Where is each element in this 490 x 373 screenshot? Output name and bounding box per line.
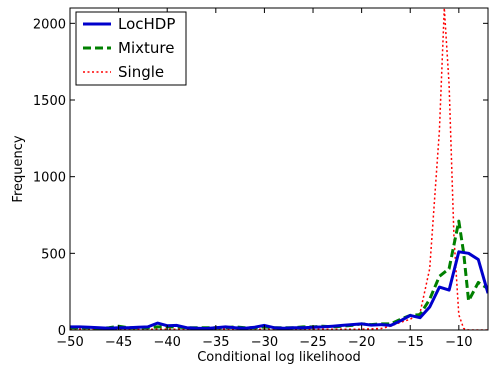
plot-area	[70, 8, 488, 330]
x-tick-label: −30	[251, 335, 278, 350]
y-tick-label: 0	[58, 324, 66, 339]
x-tick-label: −25	[299, 335, 326, 350]
legend: LocHDP Mixture Single	[75, 11, 187, 86]
legend-label-single: Single	[118, 63, 164, 81]
legend-label-lochdp: LocHDP	[118, 15, 175, 33]
y-tick-label: 1000	[33, 171, 66, 186]
x-tick-label: −35	[202, 335, 229, 350]
x-tick-label: −45	[105, 335, 132, 350]
y-tick-label: 500	[41, 247, 66, 262]
x-tick-label: −40	[153, 335, 180, 350]
x-tick-label: −15	[397, 335, 424, 350]
legend-label-mixture: Mixture	[118, 39, 174, 57]
x-axis-title: Conditional log likelihood	[197, 350, 361, 365]
plot-frame	[69, 7, 489, 331]
x-tick-label: −20	[348, 335, 375, 350]
series-line-lochdp	[70, 250, 488, 330]
series-line-mixture	[70, 219, 488, 330]
axis-ticks: −50 −45 −40 −35 −30 −25 −20 −15 −10 0 500 1000 1500 2…	[33, 8, 488, 350]
x-tick-label: −10	[445, 335, 472, 350]
y-tick-label: 2000	[33, 17, 66, 32]
y-axis-title: Frequency	[11, 135, 26, 202]
y-tick-label: 1500	[33, 94, 66, 109]
x-tick-label: −50	[56, 335, 83, 350]
